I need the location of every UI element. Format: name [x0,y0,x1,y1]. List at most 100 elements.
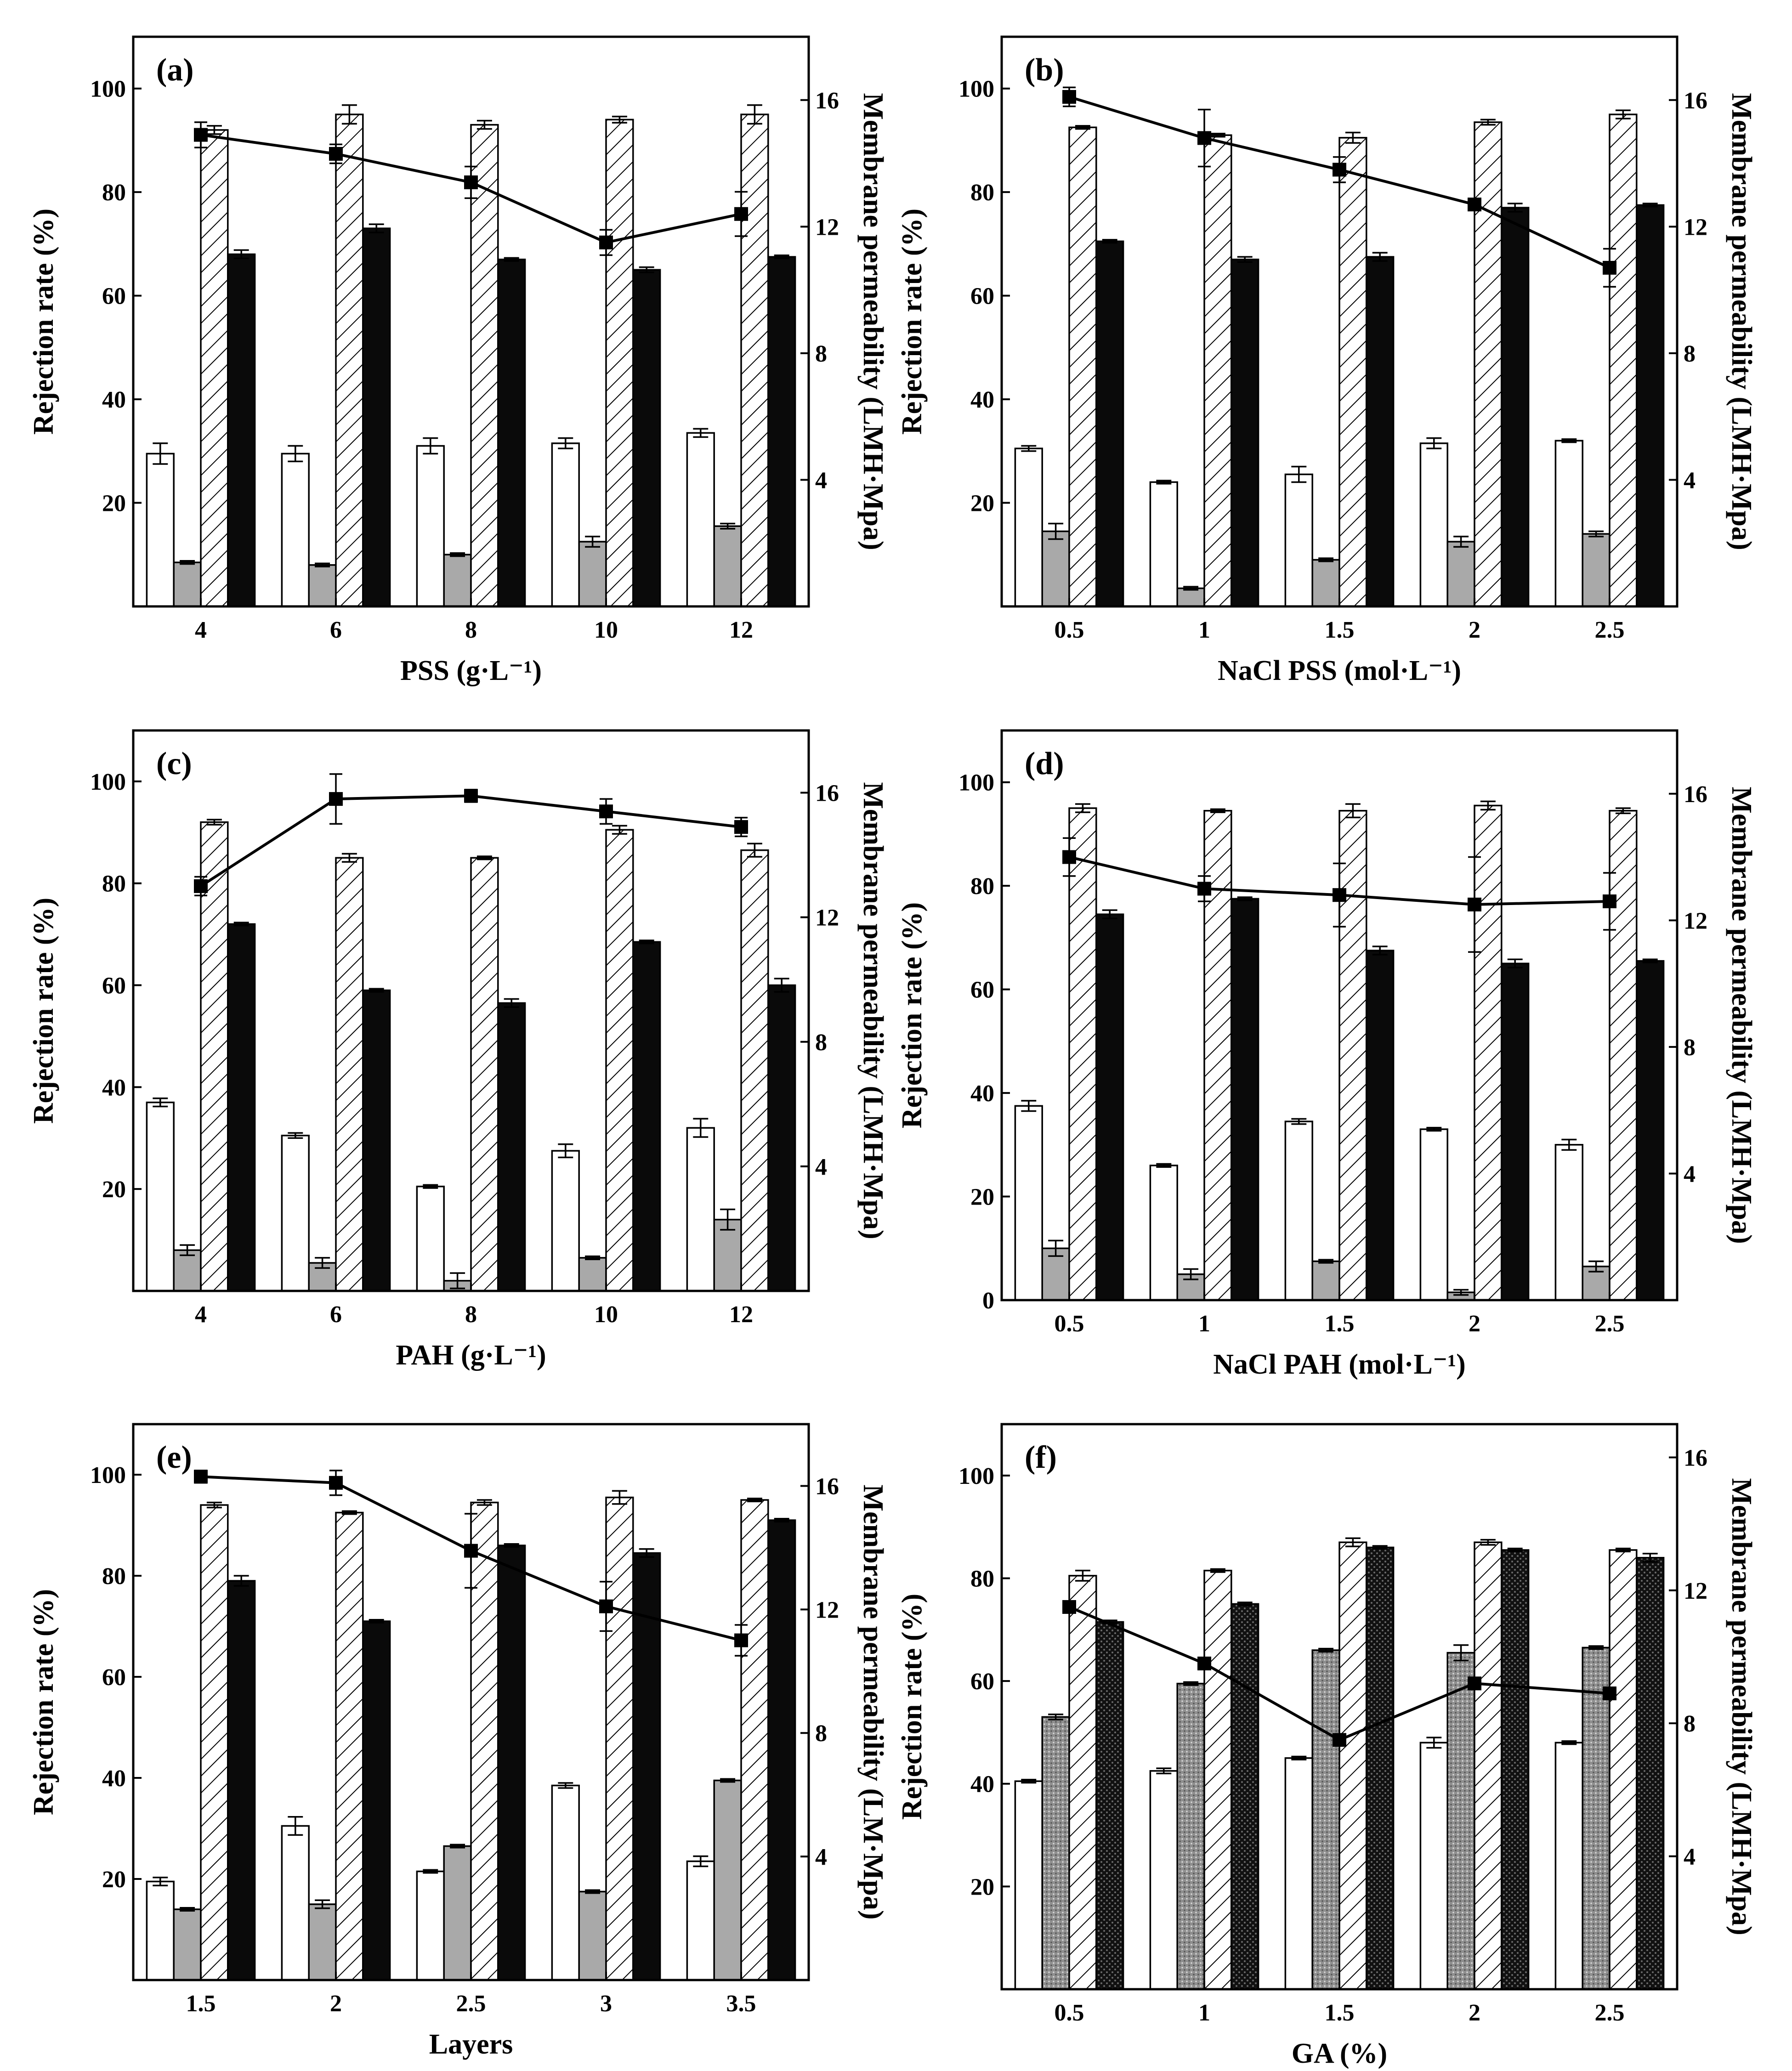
permeability-marker [734,1633,748,1647]
bar-white [686,1860,715,1981]
bar-white [281,1825,310,1981]
y-tick-label: 20 [102,1867,126,1893]
bar-hatched [1068,807,1097,1301]
bar-hatched [1474,804,1503,1301]
error-bar-gray [1453,536,1469,548]
x-tick-label: 2.5 [1595,2000,1625,2026]
error-bar-black [639,1548,654,1558]
error-bar-gray [315,562,330,567]
x-tick-label: 3.5 [726,1991,756,2017]
permeability-marker [1197,131,1211,145]
chart-panel-f: 20 40 60 80 100 4 8 12 16 0.5 1 1.5 2 2.5 GA (%) Reject… [896,1423,1757,2069]
error-bar-hatched [341,1510,357,1515]
bar-black [362,989,391,1292]
error-bar-white [1426,437,1442,449]
y2-tick-label: 4 [815,1154,827,1180]
bar-black [767,256,796,607]
error-bar-hatched [1210,1568,1225,1573]
y2-tick-label: 16 [815,1473,839,1499]
y2-tick-label: 4 [815,1844,827,1870]
chart-panel-b: 20 40 60 80 100 4 8 12 16 0.5 1 1.5 2 2.5 NaCl PSS (mo… [896,35,1757,686]
error-bar-hatched [1480,119,1496,126]
bar-white [146,453,175,607]
bar-hatched [335,1511,364,1981]
bar-hatched [1338,809,1367,1301]
error-bar-dotted-black [1642,1553,1658,1563]
error-bar-hatched [1075,803,1090,813]
bar-gray [173,1249,202,1292]
y2-tick-label: 16 [815,88,839,114]
bar-gray [173,1908,202,1981]
error-bar-black [1642,958,1658,963]
bar-white [281,453,310,607]
error-bar-black [1372,945,1388,956]
x-axis-title: NaCl PSS (mol·L⁻¹) [1218,655,1461,686]
error-bar-gray [585,1255,601,1260]
bar-white [1419,442,1448,607]
bar-hatched [1068,1575,1097,1990]
error-bar-dotted-gray [1183,1681,1199,1686]
error-bar-gray [585,536,601,548]
y-tick-label: 60 [102,1664,126,1691]
y2-tick-label: 12 [815,1597,839,1623]
y-tick-label: 20 [102,491,126,517]
error-bar-black [504,1543,519,1548]
bar-black [1231,898,1259,1301]
bar-gray [1446,541,1475,607]
y-tick-label: 60 [102,973,126,999]
y-axis-title: Rejection rate (%) [896,902,928,1128]
bar-white [1419,1742,1448,1990]
error-bar-hatched [476,119,492,130]
permeability-marker [599,235,613,249]
chart-panel-a: 20 40 60 80 100 4 8 12 16 4 6 8 10 12 PSS (g·L⁻¹) Rejec… [28,35,889,686]
bar-hatched [335,113,364,607]
bar-white [1284,473,1313,607]
x-tick-label: 1.5 [1325,1311,1355,1337]
bar-hatched [1609,1549,1638,1990]
y2-tick-label: 8 [1684,1035,1696,1061]
permeability-marker [1062,90,1076,104]
bar-white [1554,1144,1583,1301]
x-tick-label: 6 [330,617,342,643]
bar-gray [578,1257,607,1292]
error-bar-black [1507,203,1523,213]
x-tick-label: 1.5 [1325,2000,1355,2026]
bar-black [1095,240,1124,607]
y-tick-label: 0 [982,1288,994,1314]
bar-black [1636,960,1665,1301]
permeability-marker [1603,260,1616,275]
chart-panel-d: 0 20 40 60 80 100 4 8 12 16 0.5 1 1.5 2 2.5 NaCl PAH (m… [896,729,1757,1380]
error-bar-hatched [341,853,357,863]
error-bar-black [639,939,654,945]
error-bar-black [233,1575,249,1587]
permeability-marker [1603,894,1616,908]
error-bar-gray [180,1907,195,1912]
x-tick-label: 0.5 [1055,1311,1084,1337]
error-bar-white [1156,480,1172,485]
x-tick-label: 2.5 [1595,617,1625,643]
permeability-marker [329,1476,343,1490]
bar-white [551,1784,580,1981]
x-tick-label: 1 [1198,2000,1210,2026]
y2-axis-title: Membrane permeability (LMH·Mpa) [857,93,889,550]
chart-panel-c: 20 40 60 80 100 4 8 12 16 4 6 8 10 12 PAH (g·L⁻¹) Rejec… [28,729,889,1371]
panel-label: (c) [156,746,192,781]
bar-gray [1311,1260,1340,1301]
y-tick-label: 60 [970,1669,994,1695]
permeability-marker [1333,1733,1346,1747]
permeability-marker [599,1599,613,1613]
y-tick-label: 60 [970,283,994,310]
bar-white [1149,481,1178,607]
bar-black [1501,207,1530,607]
x-tick-label: 10 [594,617,618,643]
error-bar-gray [450,1272,465,1290]
bar-gray [443,554,472,607]
bar-white [686,432,715,607]
x-tick-label: 8 [465,617,477,643]
error-bar-white [1021,1779,1037,1784]
error-bar-white [1021,445,1037,452]
panel-label: (f) [1025,1440,1057,1475]
bar-white [1419,1128,1448,1301]
error-bar-black [1102,909,1117,919]
bar-black [227,1580,256,1981]
